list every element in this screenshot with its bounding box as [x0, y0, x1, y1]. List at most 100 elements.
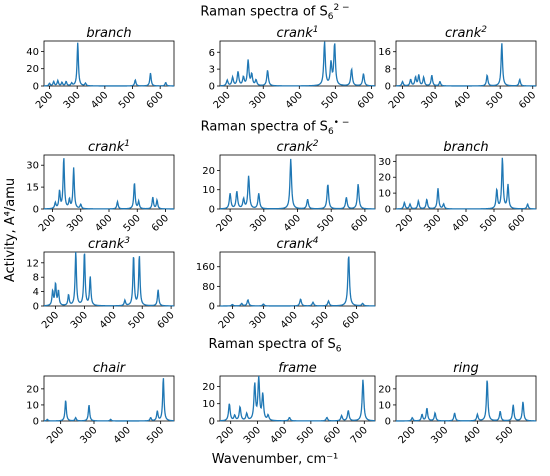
- spectrum-line: [395, 157, 537, 210]
- y-axis-label-wrap: Activity, A⁴/amu: [3, 178, 18, 282]
- y-axis-label: Activity, A⁴/amu: [3, 178, 18, 282]
- y-tick-label: 0: [33, 302, 39, 313]
- panel-crank-2-2: crank2 0 8 16 200 300 400 500 600: [378, 25, 538, 111]
- x-tick-label: 300: [242, 425, 263, 446]
- y-tick-label: 0: [385, 205, 391, 216]
- x-tick-label: 400: [284, 90, 305, 111]
- x-tick-label: 200: [387, 90, 408, 111]
- y-tick-label: 160: [196, 262, 215, 273]
- panel-frame: [43, 40, 175, 87]
- y-tick-label: 80: [202, 282, 215, 293]
- panel-title: branch: [86, 26, 131, 41]
- x-tick-label: 600: [517, 90, 538, 111]
- y-tick-label: 0: [33, 82, 39, 93]
- panel-title: chair: [93, 361, 127, 376]
- panel-frame: [395, 154, 537, 210]
- x-tick-label: 600: [349, 213, 370, 234]
- panel-title: ring: [453, 361, 478, 376]
- panel-frame: [219, 251, 376, 307]
- y-tick-label: 8: [385, 64, 391, 75]
- y-tick-label: 4: [33, 287, 39, 298]
- x-tick-label: 300: [65, 213, 86, 234]
- x-tick-label: 700: [349, 425, 370, 446]
- x-tick-label: 300: [419, 90, 440, 111]
- x-tick-label: 600: [506, 213, 527, 234]
- x-tick-label: 200: [397, 425, 418, 446]
- x-tick-label: 300: [422, 213, 443, 234]
- x-tick-label: 500: [478, 213, 499, 234]
- x-tick-label: 300: [248, 90, 269, 111]
- y-tick-label: 0: [33, 205, 39, 216]
- x-tick-label: 500: [117, 90, 138, 111]
- x-tick-label: 400: [93, 213, 114, 234]
- y-tick-label: 0: [209, 82, 215, 93]
- y-tick-label: 0: [209, 417, 215, 428]
- y-tick-label: 3: [209, 65, 215, 76]
- x-tick-label: 300: [429, 425, 450, 446]
- panel-title: crank4: [277, 236, 319, 252]
- x-tick-label: 500: [320, 90, 341, 111]
- y-tick-label: 6: [209, 48, 215, 59]
- y-tick-label: 20: [378, 173, 391, 184]
- panel-title: crank1: [277, 25, 319, 41]
- x-tick-label: 400: [282, 213, 303, 234]
- y-tick-label: 30: [26, 161, 39, 172]
- panel-frame: [43, 251, 175, 307]
- panel-crank-4-7: crank4 0 80 160 200 300 400 500 600: [196, 236, 376, 331]
- x-tick-label: 600: [356, 90, 377, 111]
- y-tick-label: 20: [26, 384, 39, 395]
- spectrum-line: [43, 378, 175, 422]
- y-tick-label: 0: [33, 417, 39, 428]
- x-tick-label: 400: [452, 90, 473, 111]
- x-tick-label: 200: [394, 213, 415, 234]
- x-tick-label: 200: [215, 425, 236, 446]
- x-tick-label: 300: [69, 310, 90, 331]
- section-title-radical-anion: Raman spectra of S6• −: [200, 118, 350, 137]
- y-tick-label: 10: [378, 189, 391, 200]
- panel-frame: [395, 375, 537, 422]
- y-tick-label: 0: [209, 302, 215, 313]
- panel-crank-2-4: crank2 0 10 20 200 300 400 500 600: [202, 139, 376, 234]
- panel-title: crank2: [445, 25, 487, 41]
- panel-frame: [219, 375, 376, 422]
- spectrum-line: [219, 41, 376, 87]
- x-tick-label: 600: [322, 425, 343, 446]
- x-axis-label: Wavenumber, cm⁻¹: [211, 452, 339, 467]
- y-tick-label: 30: [378, 157, 391, 168]
- y-tick-label: 10: [202, 399, 215, 410]
- x-tick-label: 400: [112, 425, 133, 446]
- spectrum-line: [395, 43, 536, 87]
- x-tick-label: 200: [37, 213, 58, 234]
- x-tick-label: 600: [341, 310, 362, 331]
- panel-title: crank1: [88, 139, 130, 155]
- y-tick-label: 20: [202, 382, 215, 393]
- y-tick-label: 16: [378, 47, 391, 58]
- panel-crank-3-6: crank3 0 4 8 12 200 300 400 500 600: [26, 236, 177, 331]
- y-tick-label: 20: [378, 384, 391, 395]
- x-tick-label: 500: [316, 213, 337, 234]
- x-tick-label: 500: [122, 213, 143, 234]
- panel-branch-0: branch 0 20 40 200 300 400 500 600: [26, 26, 175, 111]
- panel-branch-5: branch 0 10 20 30 200 300 400 500 600: [378, 140, 537, 234]
- x-tick-label: 300: [248, 310, 269, 331]
- y-tick-label: 20: [202, 166, 215, 177]
- section-title-neutral: Raman spectra of S6: [208, 337, 342, 355]
- x-tick-label: 500: [127, 310, 148, 331]
- x-tick-label: 600: [150, 213, 171, 234]
- y-tick-label: 8: [33, 273, 39, 284]
- x-tick-label: 600: [145, 90, 166, 111]
- panel-crank-1-1: crank1 0 3 6 200 300 400 500 600: [209, 25, 377, 111]
- y-tick-label: 40: [26, 47, 39, 58]
- x-tick-label: 200: [214, 213, 235, 234]
- x-tick-label: 300: [78, 425, 99, 446]
- panel-frame: [395, 40, 537, 87]
- panel-title: crank2: [277, 139, 319, 155]
- x-tick-label: 600: [155, 310, 176, 331]
- spectrum-line: [219, 256, 376, 307]
- x-tick-label: 500: [485, 90, 506, 111]
- y-tick-label: 0: [385, 417, 391, 428]
- x-tick-label: 200: [217, 310, 238, 331]
- y-tick-label: 10: [26, 400, 39, 411]
- panel-title: branch: [443, 140, 488, 155]
